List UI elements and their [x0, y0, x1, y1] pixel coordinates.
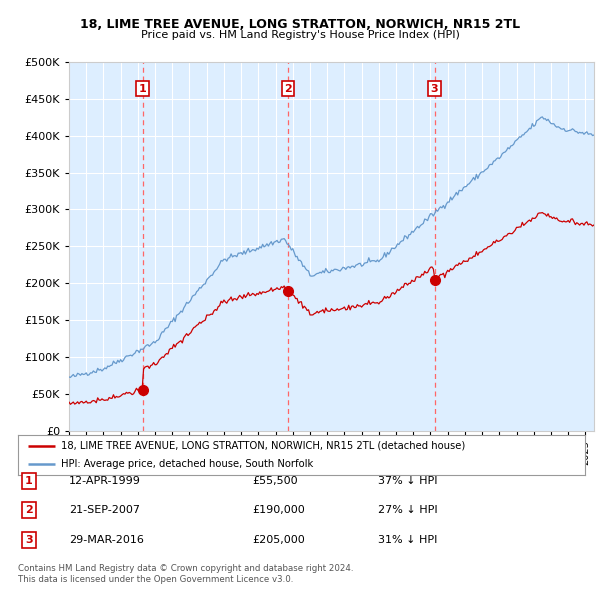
Text: This data is licensed under the Open Government Licence v3.0.: This data is licensed under the Open Gov…	[18, 575, 293, 584]
Text: 12-APR-1999: 12-APR-1999	[69, 476, 141, 486]
Text: 2: 2	[25, 506, 32, 515]
Text: 3: 3	[25, 535, 32, 545]
Text: 2: 2	[284, 84, 292, 93]
Text: 37% ↓ HPI: 37% ↓ HPI	[378, 476, 437, 486]
Text: 31% ↓ HPI: 31% ↓ HPI	[378, 535, 437, 545]
Text: Contains HM Land Registry data © Crown copyright and database right 2024.: Contains HM Land Registry data © Crown c…	[18, 565, 353, 573]
Text: 3: 3	[431, 84, 439, 93]
Text: £190,000: £190,000	[252, 506, 305, 515]
Text: 29-MAR-2016: 29-MAR-2016	[69, 535, 144, 545]
Text: £205,000: £205,000	[252, 535, 305, 545]
Text: 1: 1	[25, 476, 32, 486]
Text: HPI: Average price, detached house, South Norfolk: HPI: Average price, detached house, Sout…	[61, 459, 313, 469]
Text: £55,500: £55,500	[252, 476, 298, 486]
Text: 21-SEP-2007: 21-SEP-2007	[69, 506, 140, 515]
Text: 27% ↓ HPI: 27% ↓ HPI	[378, 506, 437, 515]
Text: 18, LIME TREE AVENUE, LONG STRATTON, NORWICH, NR15 2TL (detached house): 18, LIME TREE AVENUE, LONG STRATTON, NOR…	[61, 441, 465, 451]
Text: Price paid vs. HM Land Registry's House Price Index (HPI): Price paid vs. HM Land Registry's House …	[140, 30, 460, 40]
Text: 1: 1	[139, 84, 146, 93]
Text: 18, LIME TREE AVENUE, LONG STRATTON, NORWICH, NR15 2TL: 18, LIME TREE AVENUE, LONG STRATTON, NOR…	[80, 18, 520, 31]
